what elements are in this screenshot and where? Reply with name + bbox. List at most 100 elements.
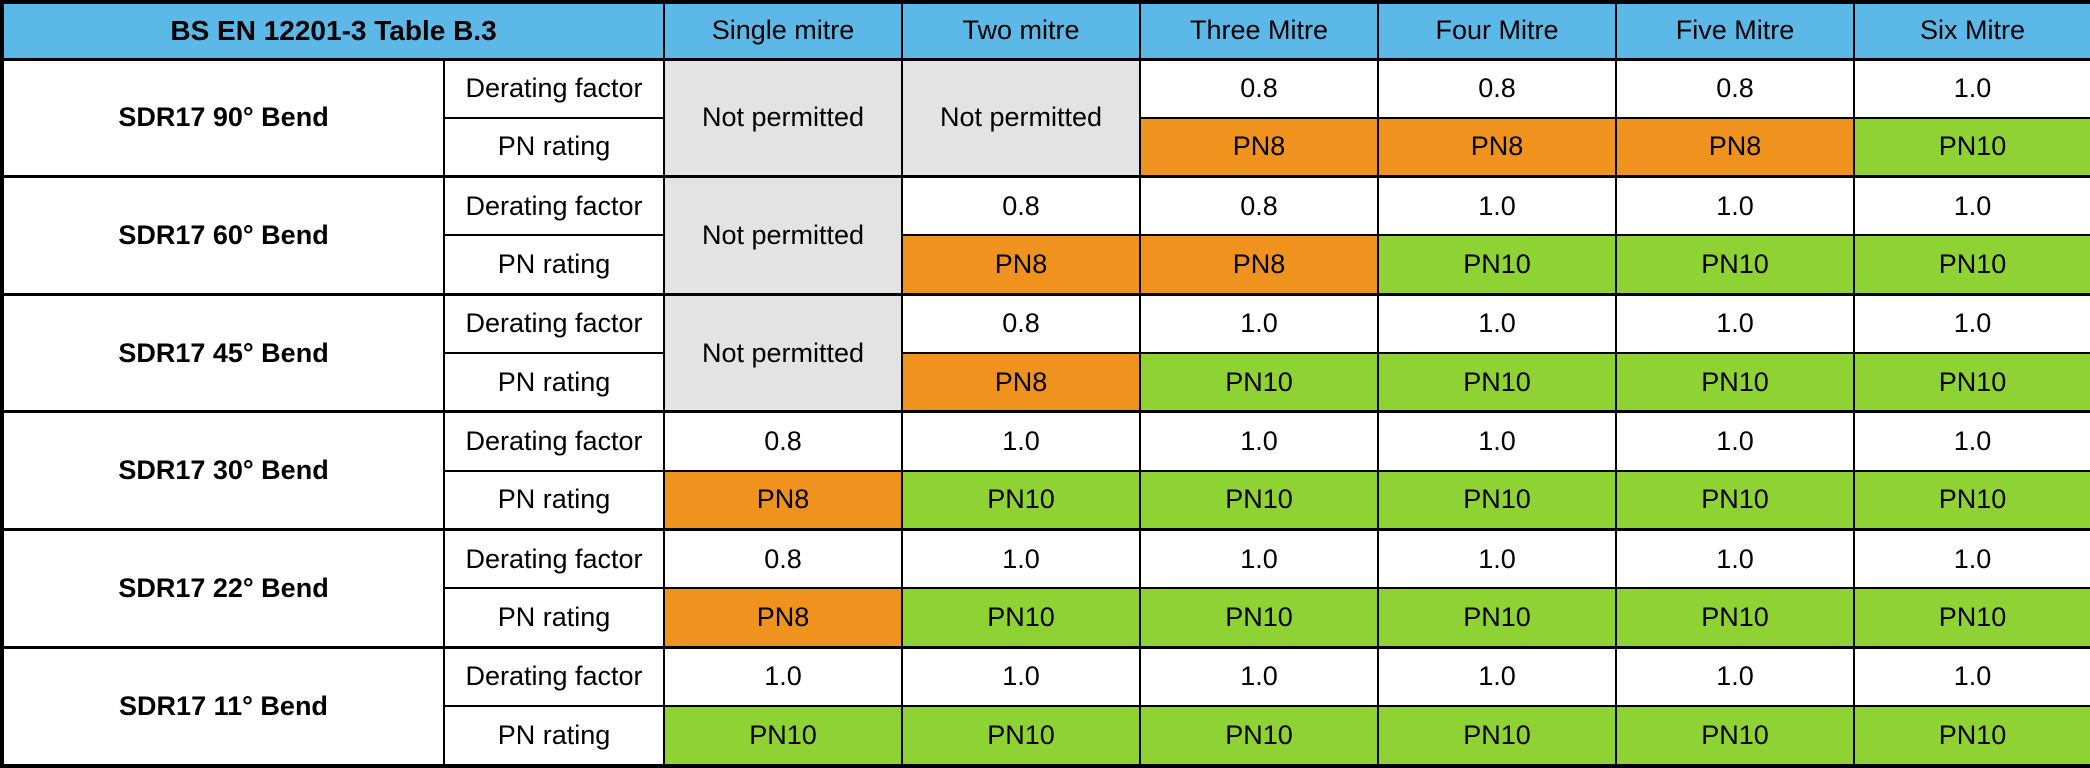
pn-rating-value: PN10: [1853, 705, 2090, 767]
derating-factor-value: 1.0: [901, 410, 1142, 472]
pn-rating-row: PN rating PN8 PN10 PN10 PN10 PN10 PN10: [2, 469, 2090, 531]
pn-rating-row: PN rating PN8 PN10 PN10 PN10 PN10 PN10: [2, 587, 2090, 649]
derating-factor-value: 1.0: [1615, 410, 1856, 472]
derating-factor-value: 1.0: [1139, 528, 1380, 590]
derating-factor-value: 0.8: [901, 175, 1142, 237]
derating-factor-value: 1.0: [1377, 528, 1618, 590]
pn-rating-value: PN8: [1139, 116, 1380, 178]
derating-factor-row: SDR17 90° Bend Derating factor Not permitt…: [1, 57, 2090, 178]
pn-rating-value: PN10: [1615, 234, 1856, 296]
table-title: BS EN 12201-3 Table B.3: [0, 1, 666, 61]
pn-rating-value: PN10: [1615, 587, 1856, 649]
derating-factor-value: 1.0: [1377, 410, 1618, 472]
not-permitted-cell: Not permitted: [663, 175, 904, 296]
bend-label: SDR17 90° Bend: [1, 57, 445, 178]
derating-factor-value: 1.0: [1377, 645, 1618, 708]
derating-factor-value: 0.8: [1377, 57, 1618, 119]
pn-rating-value: PN10: [1377, 352, 1618, 413]
column-header-four-mitre: Four Mitre: [1377, 1, 1618, 61]
pn-rating-value: PN10: [1853, 587, 2090, 649]
derating-factor-value: 0.8: [901, 292, 1142, 355]
pn-rating-value: PN10: [1853, 352, 2090, 413]
pn-rating-value: PN8: [1377, 116, 1618, 178]
pn-rating-row-label: PN rating: [442, 116, 666, 178]
derating-factor-row: SDR17 22° Bend Derating factor 0.8 1.0 1.0 1.…: [1, 528, 2090, 649]
not-permitted-cell: Not permitted: [663, 292, 904, 413]
pn-rating-row-label: PN rating: [442, 469, 666, 531]
pn-rating-value: PN10: [1139, 705, 1380, 767]
pn-rating-row: PN rating PN8 PN8 PN10 PN10 PN10: [2, 234, 2090, 296]
pn-rating-value: PN8: [1139, 234, 1380, 296]
derating-factor-row-label: Derating factor: [442, 292, 666, 355]
pn-rating-value: PN10: [1615, 705, 1856, 767]
derating-factor-value: 1.0: [901, 528, 1142, 590]
derating-factor-value: 1.0: [663, 645, 904, 708]
derating-factor-row: SDR17 30° Bend Derating factor 0.8 1.0 1.0 1.…: [1, 410, 2090, 531]
pn-rating-value: PN10: [901, 587, 1142, 649]
derating-factor-value: 1.0: [1139, 410, 1380, 472]
pn-rating-value: PN8: [1615, 116, 1856, 178]
derating-factor-value: 0.8: [663, 410, 904, 472]
pn-rating-row-label: PN rating: [442, 234, 666, 296]
derating-factor-value: 1.0: [1615, 528, 1856, 590]
pn-rating-value: PN10: [1139, 352, 1380, 413]
derating-factor-row: SDR17 45° Bend Derating factor Not permitt…: [1, 292, 2090, 413]
column-header-three-mitre: Three Mitre: [1139, 1, 1380, 61]
derating-factor-value: 1.0: [1139, 645, 1380, 708]
pn-rating-value: PN10: [663, 705, 904, 767]
derating-factor-value: 0.8: [1139, 175, 1380, 237]
derating-factor-row: SDR17 60° Bend Derating factor Not permitt…: [1, 175, 2090, 296]
derating-factor-value: 0.8: [1139, 57, 1380, 119]
derating-factor-row-label: Derating factor: [442, 57, 666, 119]
pn-rating-value: PN8: [901, 234, 1142, 296]
pn-rating-value: PN10: [1377, 469, 1618, 531]
pn-rating-value: PN10: [1853, 116, 2090, 178]
pn-rating-row: PN rating PN8 PN8 PN8 PN10: [2, 116, 2090, 178]
pn-rating-row-label: PN rating: [442, 705, 666, 767]
derating-factor-value: 1.0: [1377, 292, 1618, 355]
pn-rating-value: PN8: [663, 587, 904, 649]
derating-factor-value: 1.0: [1615, 175, 1856, 237]
derating-factor-value: 1.0: [1377, 175, 1618, 237]
pn-rating-value: PN8: [901, 352, 1142, 413]
pn-rating-value: PN10: [1377, 587, 1618, 649]
bend-label: SDR17 30° Bend: [1, 410, 445, 531]
derating-factor-row-label: Derating factor: [442, 645, 666, 708]
pn-rating-row: PN rating PN8 PN10 PN10 PN10 PN10: [2, 352, 2090, 413]
pn-rating-value: PN10: [1615, 469, 1856, 531]
bend-label: SDR17 22° Bend: [1, 528, 445, 649]
pn-rating-row: PN rating PN10 PN10 PN10 PN10 PN10 PN10: [2, 705, 2090, 767]
derating-factor-value: 0.8: [663, 528, 904, 590]
derating-factor-value: 1.0: [1139, 292, 1380, 355]
bend-label: SDR17 60° Bend: [1, 175, 445, 296]
column-header-six-mitre: Six Mitre: [1853, 1, 2090, 61]
derating-factor-value: 1.0: [1853, 410, 2090, 472]
pn-rating-value: PN10: [901, 705, 1142, 767]
derating-factor-value: 1.0: [1853, 175, 2090, 237]
derating-factor-value: 0.8: [1615, 57, 1856, 119]
derating-factor-row-label: Derating factor: [442, 410, 666, 472]
derating-factor-value: 1.0: [1615, 645, 1856, 708]
pn-rating-value: PN10: [1377, 234, 1618, 296]
derating-factor-value: 1.0: [1853, 645, 2090, 708]
derating-factor-value: 1.0: [1853, 57, 2090, 119]
pn-rating-row-label: PN rating: [442, 587, 666, 649]
pn-rating-row-label: PN rating: [442, 352, 666, 413]
not-permitted-cell: Not permitted: [663, 57, 904, 178]
derating-factor-row-label: Derating factor: [442, 175, 666, 237]
derating-factor-value: 1.0: [1853, 292, 2090, 355]
column-header-five-mitre: Five Mitre: [1615, 1, 1856, 61]
pn-rating-value: PN10: [901, 469, 1142, 531]
bend-label: SDR17 11° Bend: [1, 645, 445, 767]
pn-rating-value: PN10: [1139, 469, 1380, 531]
not-permitted-cell: Not permitted: [901, 57, 1142, 178]
derating-factor-value: 1.0: [1853, 528, 2090, 590]
pn-rating-value: PN10: [1377, 705, 1618, 767]
header-row: BS EN 12201-3 Table B.3 Single mitre Two…: [0, 1, 2090, 61]
bend-label: SDR17 45° Bend: [1, 292, 445, 413]
pn-rating-value: PN10: [1139, 587, 1380, 649]
pn-rating-value: PN10: [1615, 352, 1856, 413]
column-header-two-mitre: Two mitre: [901, 1, 1142, 61]
